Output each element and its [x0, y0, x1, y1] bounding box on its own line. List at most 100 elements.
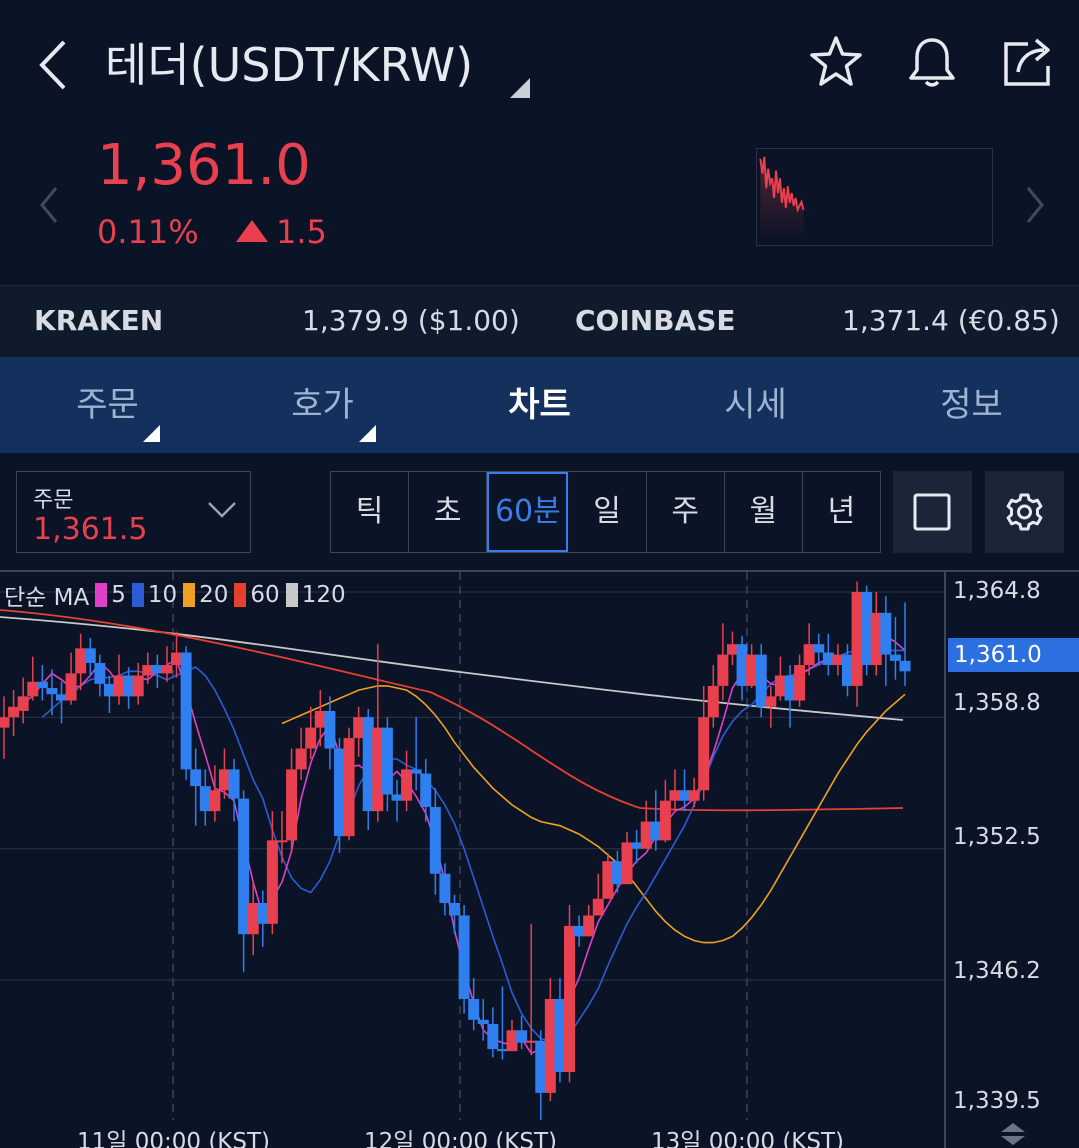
candle-body [870, 612, 882, 666]
bell-icon[interactable] [902, 32, 962, 92]
candle-body [841, 654, 853, 686]
candle-body [333, 748, 345, 837]
candle-body [755, 654, 767, 707]
candle-body [314, 710, 326, 728]
candle-body [477, 1019, 489, 1024]
ma20-swatch [183, 583, 196, 607]
candle-body [583, 915, 595, 937]
candle-body [496, 1049, 508, 1052]
candle-body [765, 696, 777, 707]
scroll-handle-icon[interactable] [998, 1120, 1028, 1148]
exchange-name-coinbase: COINBASE [575, 304, 736, 337]
period-second[interactable]: 초 [409, 472, 488, 552]
candle-body [458, 915, 470, 999]
candle-body [506, 1030, 518, 1052]
tab-chart[interactable]: 차트 [508, 385, 571, 425]
ma-legend-prefix: 단순 MA [4, 585, 90, 611]
candle-body [218, 769, 230, 791]
candle-body [726, 644, 738, 655]
order-price-value: 1,361.5 [33, 512, 148, 547]
candle-body [899, 660, 911, 672]
period-day[interactable]: 일 [568, 472, 647, 552]
tab-info[interactable]: 정보 [940, 385, 1003, 425]
candle-body [103, 683, 115, 697]
candle-body [803, 644, 815, 666]
candle-body [75, 648, 87, 674]
price-summary: 1,361.0 0.11% 1.5 [0, 130, 1079, 285]
candle-body [17, 696, 29, 711]
exchange-value-kraken: 1,379.9 ($1.00) [302, 304, 520, 337]
candle-body [880, 612, 892, 655]
prev-coin-chevron-icon[interactable] [34, 180, 64, 230]
order-price-dropdown[interactable]: 주문 1,361.5 [16, 471, 251, 553]
ma120-label: 120 [301, 582, 346, 608]
candle-body [851, 592, 863, 686]
candle-body [266, 840, 278, 924]
period-selector: 틱 초 60분 일 주 월 년 [330, 471, 881, 553]
candle-body [650, 821, 662, 841]
candle-body [487, 1024, 499, 1050]
tab-quotes[interactable]: 시세 [724, 385, 787, 425]
period-year[interactable]: 년 [827, 494, 856, 529]
ma5-label: 5 [111, 582, 126, 608]
y-axis-label: 1,339.5 [953, 1088, 1041, 1114]
candle-body [611, 861, 623, 885]
candle-body [65, 673, 77, 701]
ma5-swatch [95, 583, 108, 607]
share-icon[interactable] [998, 32, 1058, 92]
candle-body [688, 790, 700, 801]
chart-settings-button[interactable] [985, 471, 1064, 553]
candle-body [410, 769, 422, 774]
candle-body [0, 717, 10, 728]
candle-body [27, 681, 39, 697]
chart-canvas[interactable] [0, 572, 1079, 1148]
candle-body [171, 652, 183, 666]
candle-body [832, 654, 844, 666]
star-icon[interactable] [806, 32, 866, 92]
candlestick-chart[interactable]: 단순 MA 5 10 20 60 120 1,364.8 1,361.0 1,3… [0, 570, 1079, 1148]
header: 테더(USDT/KRW) [0, 0, 1079, 130]
next-coin-chevron-icon[interactable] [1020, 180, 1050, 230]
candle-body [151, 665, 163, 674]
tab-orderbook[interactable]: 호가 [291, 385, 354, 425]
candle-body [736, 644, 748, 686]
candle-body [554, 998, 566, 1072]
candle-body [94, 662, 106, 684]
title-dropdown-caret-icon[interactable] [510, 78, 530, 98]
change-amount: 1.5 [276, 213, 327, 251]
candle-body [180, 652, 192, 770]
ma60-label: 60 [250, 582, 280, 608]
x-axis-label: 12일 00:00 (KST) [364, 1129, 558, 1148]
period-week[interactable]: 주 [647, 472, 725, 552]
tab-order[interactable]: 주문 [76, 385, 139, 425]
chart-toolbar: 주문 1,361.5 틱 초 60분 일 주 월 년 [0, 453, 1079, 570]
candle-body [36, 681, 48, 688]
x-axis-label: 13일 00:00 (KST) [651, 1129, 845, 1148]
candle-body [228, 769, 240, 799]
fullscreen-button[interactable] [893, 471, 972, 553]
current-price: 1,361.0 [97, 133, 311, 198]
candle-body [679, 790, 691, 801]
candle-body [544, 998, 556, 1093]
period-60min[interactable]: 60분 [487, 472, 569, 552]
change-percent: 0.11% [97, 213, 199, 251]
candle-body [794, 665, 806, 701]
exchange-prices: KRAKEN 1,379.9 ($1.00) COINBASE 1,371.4 … [0, 285, 1079, 357]
period-month[interactable]: 월 [725, 472, 803, 552]
period-tick[interactable]: 틱 [331, 472, 410, 552]
candle-body [669, 790, 681, 801]
candle-body [113, 675, 125, 697]
x-axis-label: 11일 00:00 (KST) [77, 1129, 271, 1148]
candle-body [257, 902, 269, 924]
candle-body [631, 842, 643, 849]
page-title[interactable]: 테더(USDT/KRW) [105, 38, 474, 92]
candle-body [889, 654, 901, 661]
candle-body [353, 717, 365, 739]
back-chevron-icon[interactable] [30, 30, 80, 100]
exchange-value-coinbase: 1,371.4 (€0.85) [842, 304, 1060, 337]
ma10-swatch [131, 583, 144, 607]
candle-body [717, 654, 729, 686]
candle-body [343, 738, 355, 837]
candle-body [707, 685, 719, 718]
y-axis-label: 1,346.2 [953, 958, 1041, 984]
